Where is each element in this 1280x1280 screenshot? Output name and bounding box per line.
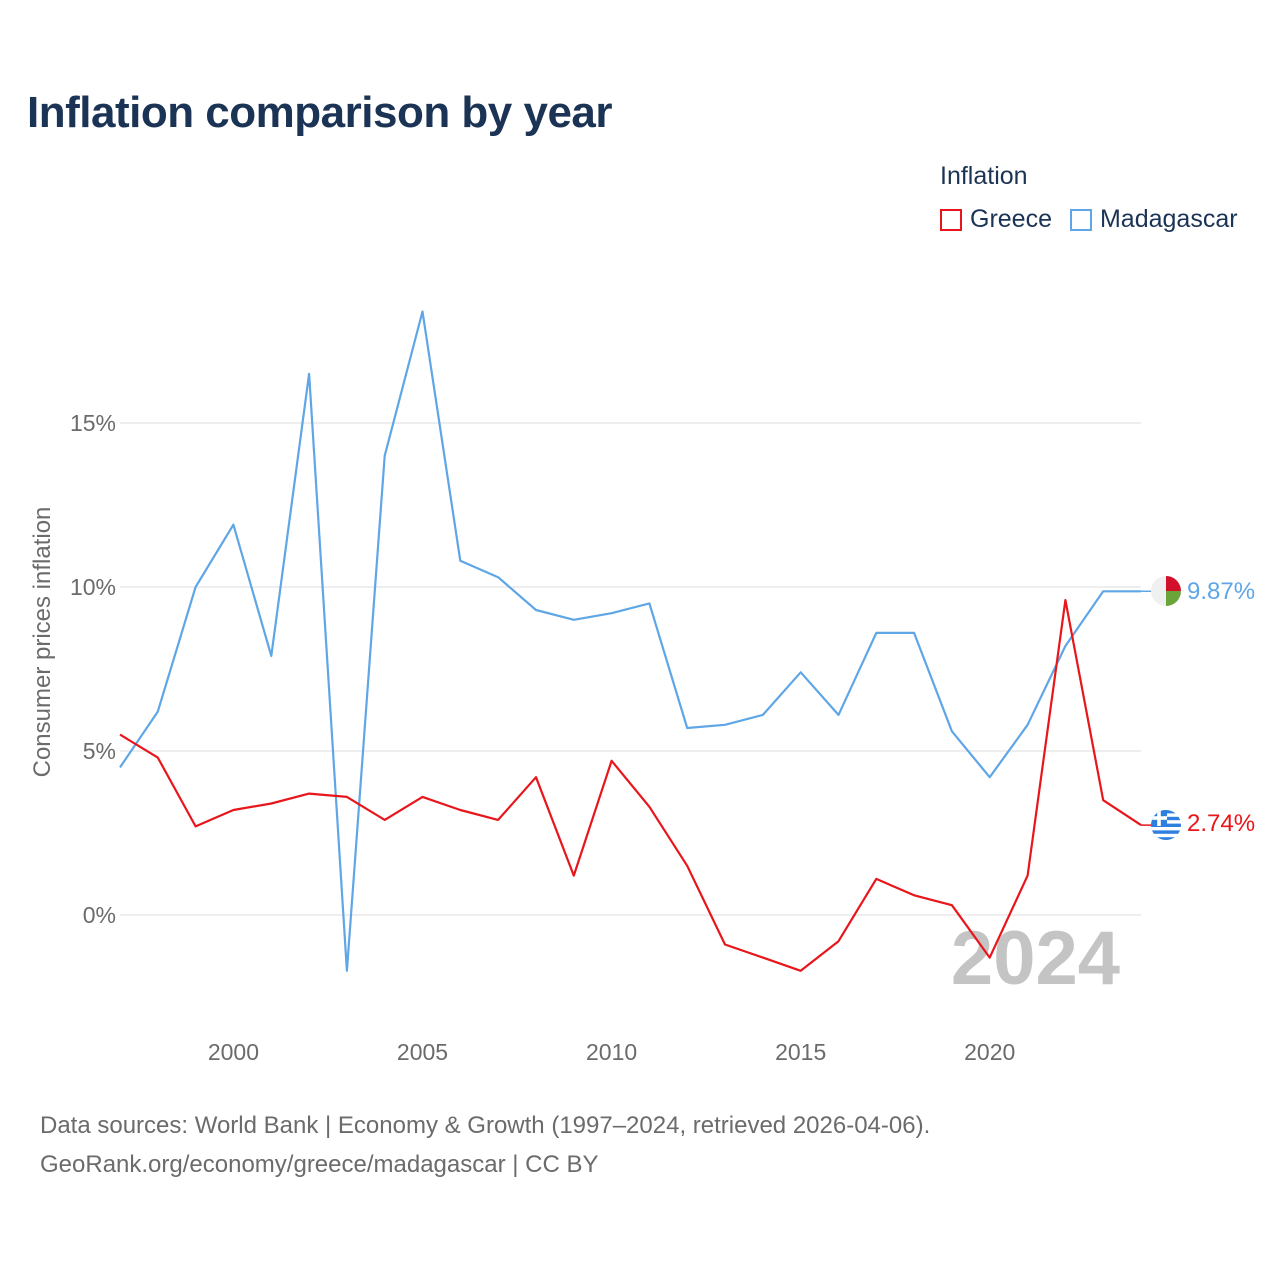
series-line-greece[interactable] bbox=[119, 598, 1142, 972]
legend-swatch-madagascar bbox=[1069, 208, 1092, 231]
legend-title: Inflation bbox=[940, 162, 1028, 190]
greece-flag-icon bbox=[1151, 810, 1181, 840]
x-axis-ticks: 2000 2005 2010 2015 2020 bbox=[208, 1039, 1015, 1065]
x-tick-label: 2015 bbox=[775, 1039, 826, 1065]
y-tick-label: 0% bbox=[83, 902, 116, 928]
x-tick-label: 2010 bbox=[586, 1039, 637, 1065]
x-tick-label: 2005 bbox=[397, 1039, 448, 1065]
chart-title: Inflation comparison by year bbox=[27, 88, 613, 137]
legend-item-greece[interactable]: Greece bbox=[940, 205, 1052, 234]
x-tick-label: 2020 bbox=[964, 1039, 1015, 1065]
x-tick-label: 2000 bbox=[208, 1039, 259, 1065]
y-axis-ticks: 0% 5% 10% 15% bbox=[70, 410, 116, 928]
series-lines bbox=[119, 310, 1152, 972]
legend-label-greece: Greece bbox=[970, 205, 1052, 233]
line-chart: 0% 5% 10% 15% 2000 2005 2010 2015 2020 Consumer… bbox=[29, 310, 1255, 1065]
series-line-madagascar[interactable] bbox=[119, 310, 1141, 972]
y-axis-label: Consumer prices inflation bbox=[29, 507, 56, 778]
legend-item-madagascar[interactable]: Madagascar bbox=[1069, 205, 1238, 234]
y-tick-label: 15% bbox=[70, 410, 116, 436]
watermark-year: 2024 bbox=[951, 916, 1120, 1001]
source-line-1: Data sources: World Bank | Economy & Gro… bbox=[40, 1112, 931, 1139]
madagascar-end-label: 9.87% bbox=[1187, 578, 1255, 605]
legend-swatch-greece bbox=[940, 208, 962, 231]
legend-label-madagascar: Madagascar bbox=[1099, 205, 1238, 233]
madagascar-flag-icon bbox=[1151, 576, 1181, 606]
greece-end-label: 2.74% bbox=[1187, 810, 1255, 837]
source-note: Data sources: World Bank | Economy & Gro… bbox=[40, 1106, 930, 1184]
source-line-2[interactable]: GeoRank.org/economy/greece/madagascar | … bbox=[40, 1151, 599, 1178]
y-tick-label: 5% bbox=[83, 738, 116, 764]
legend: Greece Madagascar bbox=[940, 205, 1256, 234]
grid-lines bbox=[120, 422, 1141, 916]
y-tick-label: 10% bbox=[70, 574, 116, 600]
